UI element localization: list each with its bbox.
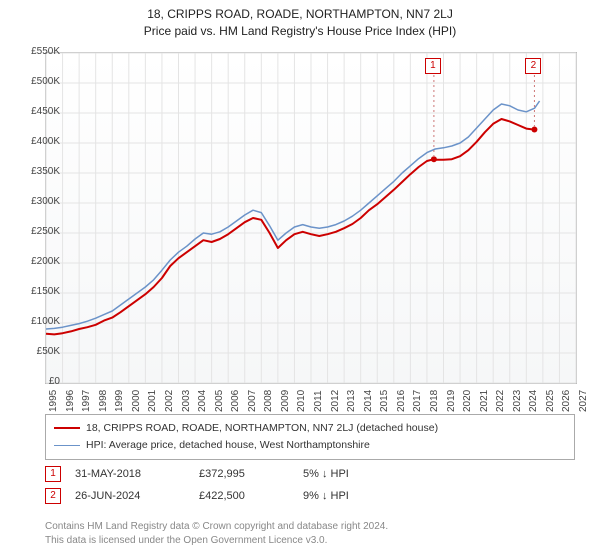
title-line-1: 18, CRIPPS ROAD, ROADE, NORTHAMPTON, NN7… xyxy=(0,6,600,23)
x-tick-label: 2003 xyxy=(181,390,192,412)
y-tick-label: £100K xyxy=(10,316,60,327)
x-tick-label: 1997 xyxy=(81,390,92,412)
legend-row-hpi: HPI: Average price, detached house, West… xyxy=(54,437,566,454)
x-tick-label: 2024 xyxy=(528,390,539,412)
x-tick-label: 2026 xyxy=(561,390,572,412)
y-tick-label: £500K xyxy=(10,76,60,87)
x-tick-label: 2017 xyxy=(412,390,423,412)
x-tick-label: 2011 xyxy=(313,390,324,412)
x-tick-label: 2012 xyxy=(330,390,341,412)
x-tick-label: 2021 xyxy=(479,390,490,412)
y-tick-label: £400K xyxy=(10,136,60,147)
x-tick-label: 2013 xyxy=(346,390,357,412)
x-tick-label: 2020 xyxy=(462,390,473,412)
x-tick-label: 2001 xyxy=(147,390,158,412)
sales-row-2: 2 26-JUN-2024 £422,500 9% ↓ HPI xyxy=(45,488,413,504)
sale-marker-1: 1 xyxy=(45,466,61,482)
legend-label-property: 18, CRIPPS ROAD, ROADE, NORTHAMPTON, NN7… xyxy=(86,420,438,437)
x-tick-label: 2023 xyxy=(512,390,523,412)
y-tick-label: £200K xyxy=(10,256,60,267)
legend: 18, CRIPPS ROAD, ROADE, NORTHAMPTON, NN7… xyxy=(45,414,575,460)
sales-row-1: 1 31-MAY-2018 £372,995 5% ↓ HPI xyxy=(45,466,413,482)
x-tick-label: 2010 xyxy=(296,390,307,412)
footnote-line-2: This data is licensed under the Open Gov… xyxy=(45,534,388,548)
x-tick-label: 2006 xyxy=(230,390,241,412)
sale-marker-2: 2 xyxy=(45,488,61,504)
legend-swatch-hpi xyxy=(54,445,80,446)
sale-pct-1: 5% ↓ HPI xyxy=(303,468,413,480)
chart-container: 18, CRIPPS ROAD, ROADE, NORTHAMPTON, NN7… xyxy=(0,0,600,560)
sale-date-2: 26-JUN-2024 xyxy=(75,490,185,502)
footnote: Contains HM Land Registry data © Crown c… xyxy=(45,520,388,547)
legend-swatch-property xyxy=(54,427,80,429)
x-tick-label: 2022 xyxy=(495,390,506,412)
x-tick-label: 2025 xyxy=(545,390,556,412)
sale-pct-2: 9% ↓ HPI xyxy=(303,490,413,502)
x-tick-label: 2015 xyxy=(379,390,390,412)
x-tick-label: 2000 xyxy=(131,390,142,412)
x-tick-label: 2018 xyxy=(429,390,440,412)
plot-svg xyxy=(46,53,576,383)
y-tick-label: £50K xyxy=(10,346,60,357)
x-tick-label: 2016 xyxy=(396,390,407,412)
y-tick-label: £450K xyxy=(10,106,60,117)
x-tick-label: 1998 xyxy=(98,390,109,412)
plot-area xyxy=(45,52,577,384)
x-tick-label: 2005 xyxy=(214,390,225,412)
x-tick-label: 2007 xyxy=(247,390,258,412)
y-tick-label: £300K xyxy=(10,196,60,207)
chart-sale-marker: 2 xyxy=(525,58,541,74)
x-tick-label: 1999 xyxy=(114,390,125,412)
y-tick-label: £250K xyxy=(10,226,60,237)
y-tick-label: £550K xyxy=(10,46,60,57)
x-tick-label: 2009 xyxy=(280,390,291,412)
title-line-2: Price paid vs. HM Land Registry's House … xyxy=(0,23,600,40)
y-tick-label: £150K xyxy=(10,286,60,297)
sales-table: 1 31-MAY-2018 £372,995 5% ↓ HPI 2 26-JUN… xyxy=(45,460,413,510)
sale-date-1: 31-MAY-2018 xyxy=(75,468,185,480)
chart-title: 18, CRIPPS ROAD, ROADE, NORTHAMPTON, NN7… xyxy=(0,0,600,40)
x-tick-label: 2027 xyxy=(578,390,589,412)
x-tick-label: 1996 xyxy=(65,390,76,412)
legend-row-property: 18, CRIPPS ROAD, ROADE, NORTHAMPTON, NN7… xyxy=(54,420,566,437)
y-tick-label: £0 xyxy=(10,376,60,387)
chart-sale-marker: 1 xyxy=(425,58,441,74)
x-tick-label: 2019 xyxy=(446,390,457,412)
x-tick-label: 1995 xyxy=(48,390,59,412)
sale-price-1: £372,995 xyxy=(199,468,289,480)
sale-price-2: £422,500 xyxy=(199,490,289,502)
x-tick-label: 2008 xyxy=(263,390,274,412)
x-tick-label: 2014 xyxy=(363,390,374,412)
x-tick-label: 2004 xyxy=(197,390,208,412)
y-tick-label: £350K xyxy=(10,166,60,177)
x-tick-label: 2002 xyxy=(164,390,175,412)
legend-label-hpi: HPI: Average price, detached house, West… xyxy=(86,437,370,454)
footnote-line-1: Contains HM Land Registry data © Crown c… xyxy=(45,520,388,534)
